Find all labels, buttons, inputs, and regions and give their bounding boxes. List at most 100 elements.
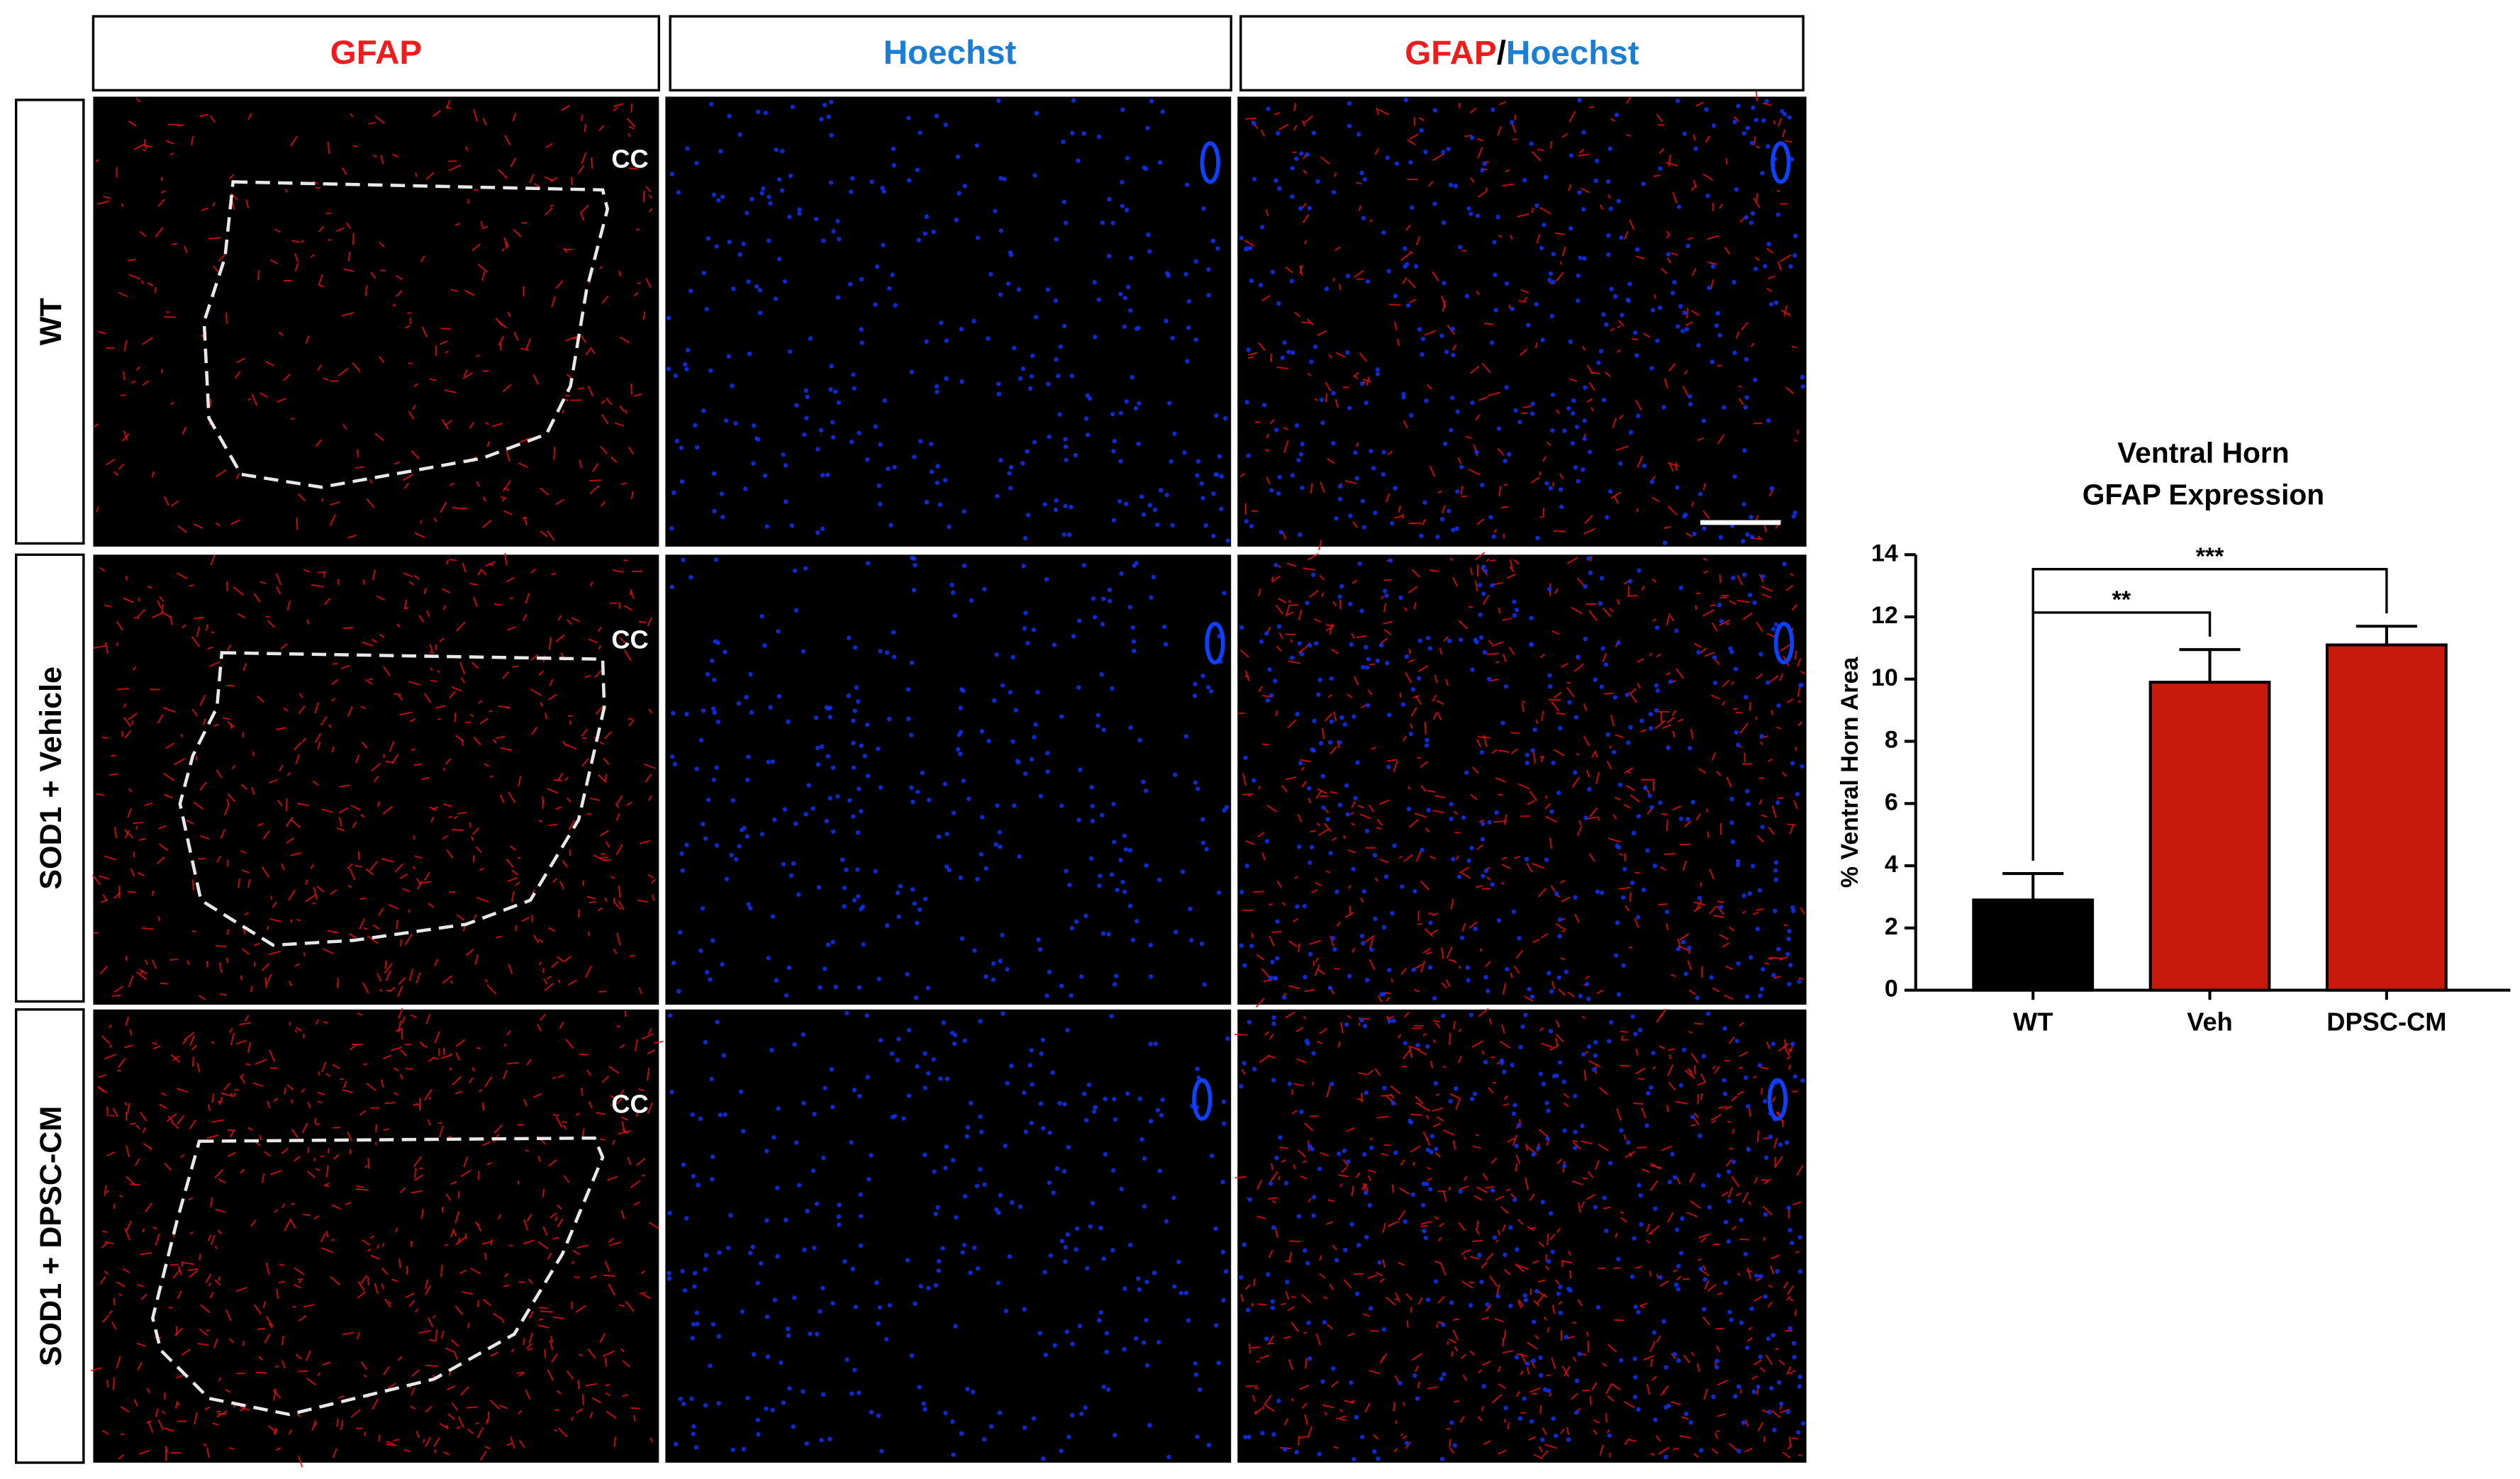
nucleus [1359, 933, 1365, 939]
gfap-signal [253, 593, 261, 603]
gfap-signal [1330, 1380, 1339, 1388]
nucleus [1077, 618, 1082, 623]
gfap-signal [585, 347, 592, 356]
gfap-signal [317, 742, 321, 750]
gfap-signal [259, 392, 268, 398]
nucleus [1558, 725, 1563, 731]
nucleus [1580, 467, 1585, 472]
nucleus [737, 252, 742, 257]
nucleus [922, 231, 927, 236]
gfap-signal [453, 1230, 457, 1237]
nucleus [1601, 312, 1606, 317]
nucleus [1071, 98, 1076, 103]
nucleus [1633, 1375, 1638, 1380]
nucleus [1649, 366, 1654, 371]
gfap-signal [1789, 824, 1795, 835]
gfap-signal [1343, 1279, 1352, 1289]
gfap-signal [97, 1085, 105, 1093]
gfap-signal [1578, 820, 1582, 826]
gfap-signal [1502, 654, 1507, 663]
nucleus [740, 1309, 745, 1315]
nucleus [1517, 936, 1522, 941]
gfap-signal [140, 1112, 147, 1122]
gfap-signal [1461, 1280, 1473, 1289]
nucleus [1404, 1441, 1409, 1446]
gfap-signal [1366, 1069, 1374, 1076]
gfap-signal [1677, 718, 1684, 722]
gfap-signal [1463, 1256, 1467, 1261]
gfap-signal [1288, 660, 1300, 664]
gfap-signal [1378, 108, 1389, 116]
gfap-signal [1515, 1263, 1524, 1273]
gfap-signal [633, 291, 639, 297]
nucleus [1022, 771, 1028, 776]
nucleus [815, 530, 820, 535]
nucleus [1524, 760, 1529, 766]
nucleus [910, 799, 915, 805]
gfap-signal [504, 553, 508, 565]
gfap-signal [193, 1412, 198, 1425]
gfap-signal [303, 569, 311, 573]
nucleus [1249, 943, 1254, 949]
gfap-signal [224, 1388, 230, 1393]
gfap-signal [1510, 748, 1518, 754]
gfap-signal [318, 274, 323, 286]
nucleus [1626, 740, 1631, 745]
nucleus [1754, 1273, 1759, 1278]
gfap-signal [623, 559, 628, 562]
nucleus [1023, 1129, 1029, 1134]
nucleus [1220, 1249, 1226, 1254]
gfap-signal [1445, 679, 1449, 686]
micrograph [1237, 1009, 1807, 1463]
nucleus [971, 1390, 976, 1395]
nucleus [1324, 286, 1329, 291]
nucleus [1376, 1456, 1381, 1461]
gfap-signal [163, 793, 173, 799]
gfap-signal [305, 893, 317, 903]
nucleus [766, 956, 771, 961]
gfap-signal [101, 1241, 108, 1249]
nucleus [1193, 337, 1198, 342]
nucleus [1507, 452, 1512, 457]
gfap-signal [286, 1084, 294, 1091]
nucleus [932, 1169, 937, 1174]
gfap-signal [284, 189, 289, 193]
nucleus [1512, 1198, 1517, 1202]
ventral-horn-outline [150, 1136, 605, 1417]
gfap-signal [1475, 885, 1483, 888]
nucleus [1655, 688, 1661, 693]
gfap-signal [261, 866, 270, 878]
gfap-signal [1319, 574, 1325, 581]
gfap-signal [457, 811, 467, 815]
gfap-signal [164, 1162, 172, 1171]
gfap-signal [1268, 1249, 1273, 1258]
gfap-signal [625, 801, 632, 806]
gfap-signal [157, 1419, 165, 1431]
gfap-signal [1729, 926, 1734, 932]
gfap-signal [1717, 1379, 1728, 1386]
gfap-signal [1650, 1453, 1655, 1456]
nucleus [1796, 1430, 1801, 1435]
nucleus [1063, 503, 1068, 509]
gfap-signal [1327, 1199, 1335, 1202]
nucleus [1782, 562, 1787, 567]
gfap-signal [138, 597, 140, 602]
nucleus [1474, 640, 1479, 644]
gfap-signal [508, 1244, 513, 1247]
nucleus [776, 693, 781, 699]
gfap-signal [1614, 496, 1619, 504]
nucleus [703, 836, 708, 841]
gfap-signal [1554, 232, 1565, 235]
gfap-signal [322, 1361, 331, 1366]
gfap-signal [388, 986, 396, 993]
nucleus [922, 1085, 927, 1090]
nucleus [1556, 790, 1561, 796]
nucleus [1405, 303, 1411, 308]
nucleus [721, 1053, 726, 1058]
nucleus [1305, 1261, 1310, 1266]
header-part: GFAP [1405, 34, 1497, 72]
nucleus [962, 1194, 968, 1199]
gfap-signal [651, 894, 655, 901]
gfap-signal [1592, 1429, 1598, 1435]
gfap-signal [1412, 695, 1420, 699]
